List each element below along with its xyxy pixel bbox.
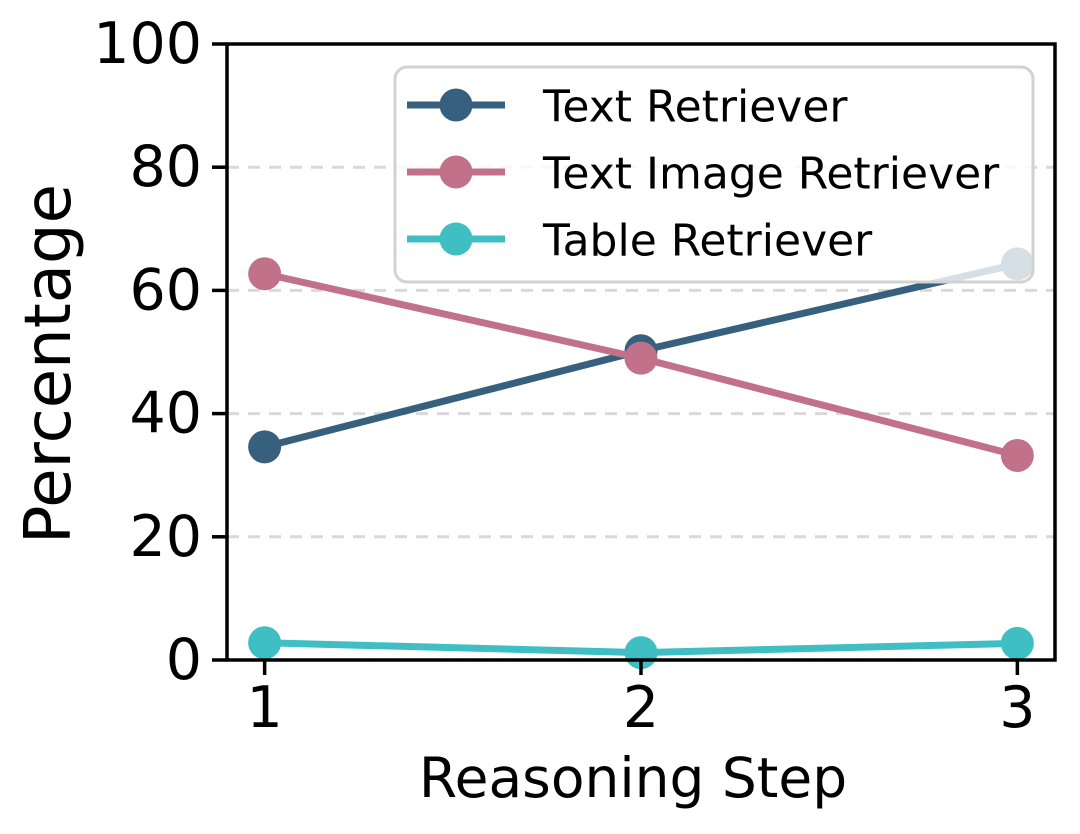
y-tick-label-20: 20: [129, 504, 202, 570]
legend-label: Text Retriever: [542, 82, 848, 133]
y-tick-labels: 0 20 40 60 80 100: [93, 11, 202, 693]
legend: Text Retriever Text Image Retriever Tabl…: [393, 65, 1035, 284]
data-point-marker: [248, 430, 282, 464]
legend-label: Table Retriever: [542, 216, 873, 267]
y-tick-label-0: 0: [166, 627, 202, 693]
legend-marker: [439, 222, 473, 256]
data-point-marker: [1000, 626, 1034, 660]
x-tick-label-1: 1: [246, 675, 282, 741]
legend-item-text-image-retriever: Text Image Retriever: [407, 149, 1000, 200]
grid-layer: [227, 165, 1055, 539]
y-tick-label-80: 80: [129, 134, 202, 200]
legend-marker: [439, 155, 473, 189]
x-tick-label-3: 3: [999, 675, 1035, 741]
data-point-marker: [1000, 438, 1034, 472]
legend-item-table-retriever: Table Retriever: [407, 216, 873, 267]
y-axis-label: Percentage: [12, 184, 86, 544]
data-point-marker: [248, 626, 282, 660]
series-layer: [248, 247, 1034, 670]
x-tick-label-2: 2: [623, 675, 659, 741]
legend-label: Text Image Retriever: [542, 149, 1000, 200]
y-tick-label-60: 60: [129, 257, 202, 323]
x-tick-labels: 1 2 3: [246, 675, 1035, 741]
axes-layer: [212, 42, 1057, 675]
x-axis-label: Reasoning Step: [419, 746, 847, 810]
legend-marker: [439, 88, 473, 122]
y-tick-label-40: 40: [129, 381, 202, 447]
y-tick-label-100: 100: [93, 11, 202, 77]
legend-box: [393, 65, 1035, 284]
data-point-marker: [624, 341, 658, 375]
legend-item-text-retriever: Text Retriever: [407, 82, 848, 133]
data-point-marker: [248, 257, 282, 291]
